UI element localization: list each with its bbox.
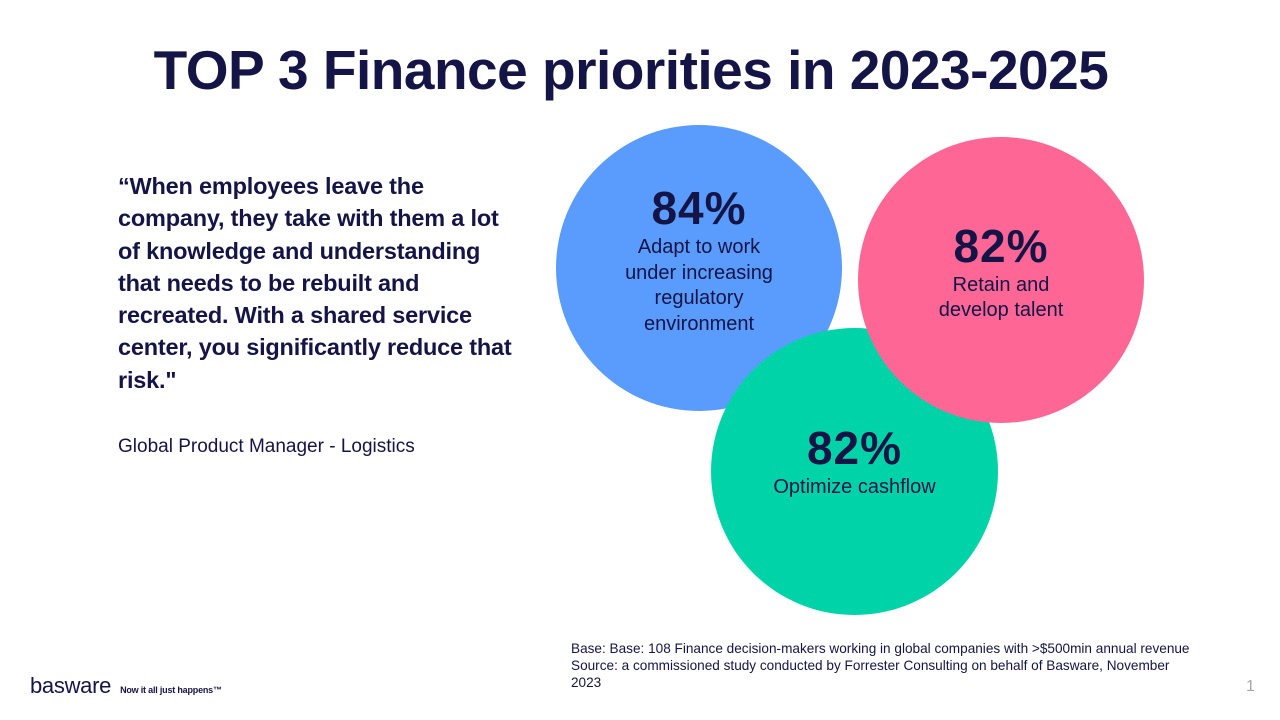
priority-bubble-cashflow: 82% Optimize cashflow: [711, 328, 998, 615]
quote-text: “When employees leave the company, they …: [118, 173, 512, 393]
logo-wordmark: basware: [30, 673, 112, 698]
priority-percent: 82%: [806, 421, 903, 474]
priority-label: Retain and develop talent: [938, 273, 1064, 322]
priority-bubble-talent: 82% Retain and develop talent: [858, 137, 1144, 423]
priority-percent: 84%: [651, 182, 747, 234]
logo-tagline: Now it all just happens™: [120, 685, 222, 695]
source-footnote: Base: Base: 108 Finance decision-makers …: [571, 641, 1190, 690]
priority-label: Optimize cashflow: [773, 475, 936, 498]
slide-title: TOP 3 Finance priorities in 2023-2025: [153, 39, 1109, 101]
page-number: 1: [1246, 678, 1255, 695]
basware-logo: basware Now it all just happens™: [30, 673, 222, 699]
quote-attribution: Global Product Manager - Logistics: [118, 436, 415, 457]
priority-percent: 82%: [953, 219, 1049, 272]
priority-label: Adapt to work under increasing regulator…: [625, 236, 773, 335]
